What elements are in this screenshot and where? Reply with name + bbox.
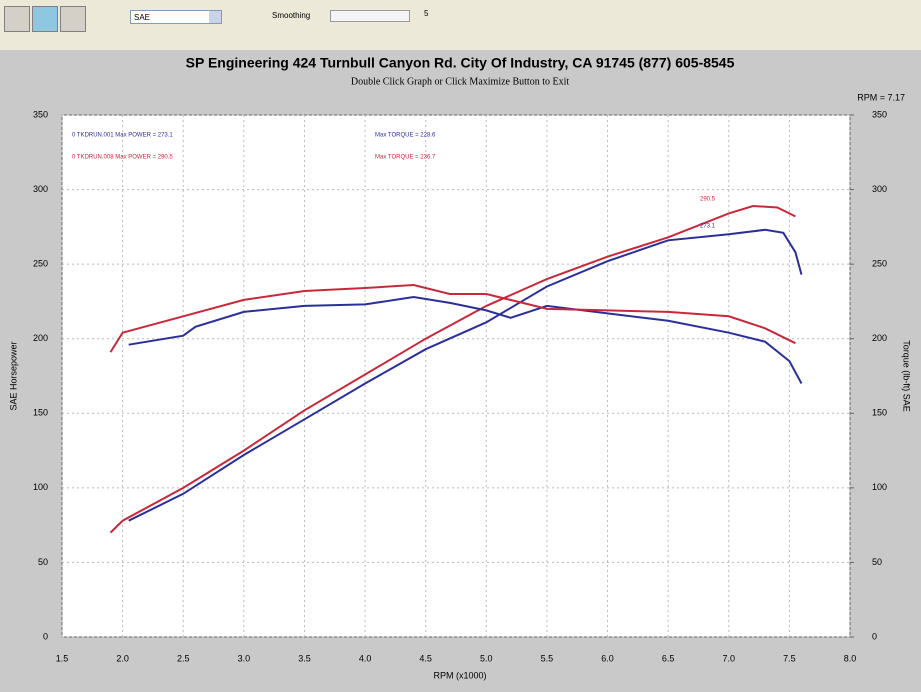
x-tick-label: 6.5 — [662, 653, 675, 663]
plot-area — [61, 114, 851, 638]
x-tick-label: 6.0 — [601, 653, 614, 663]
y-tick-label: 100 — [33, 482, 48, 492]
x-tick-label: 4.0 — [359, 653, 372, 663]
y2-tick-label: 0 — [872, 631, 877, 641]
y2-tick-label: 50 — [872, 557, 882, 567]
x-tick-label: 2.5 — [177, 653, 190, 663]
y-tick-label: 350 — [33, 109, 48, 119]
y-tick-label: 0 — [43, 631, 48, 641]
smoothing-label: Smoothing — [272, 11, 311, 20]
y2-tick-label: 200 — [872, 333, 887, 343]
x-tick-label: 5.0 — [480, 653, 493, 663]
legend-entry: 0 TKDRUN.008 Max POWER = 290.5 — [72, 155, 173, 161]
x-tick-label: 1.5 — [56, 653, 69, 663]
y-tick-label: 150 — [33, 408, 48, 418]
x-tick-label: 5.5 — [541, 653, 554, 663]
smoothing-value: 5 — [424, 9, 429, 18]
x-axis-label: RPM (x1000) — [433, 670, 486, 680]
chart: SP Engineering 424 Turnbull Canyon Rd. C… — [0, 50, 921, 692]
legend-entry: 0 TKDRUN.001 Max POWER = 273.1 — [72, 133, 173, 139]
x-tick-label: 4.5 — [419, 653, 432, 663]
legend-entry: Max TORQUE = 228.6 — [375, 133, 436, 139]
series-line — [109, 204, 796, 534]
y2-tick-label: 350 — [872, 109, 887, 119]
y-tick-label: 250 — [33, 259, 48, 269]
series-line — [109, 283, 796, 353]
x-tick-label: 7.5 — [783, 653, 796, 663]
x-tick-label: 8.0 — [844, 653, 857, 663]
y-tick-label: 200 — [33, 333, 48, 343]
y2-tick-label: 150 — [872, 408, 887, 418]
smoothing-slider[interactable] — [330, 10, 410, 22]
x-tick-label: 3.0 — [238, 653, 251, 663]
units-dropdown[interactable]: SAE — [130, 10, 222, 24]
y-tick-label: 50 — [38, 557, 48, 567]
toolbar: SAE Smoothing 5 — [0, 0, 921, 51]
y2-tick-label: 300 — [872, 184, 887, 194]
chart-title: SP Engineering 424 Turnbull Canyon Rd. C… — [186, 55, 735, 71]
series-line — [128, 228, 803, 522]
legend-entry: Max TORQUE = 236.7 — [375, 155, 436, 161]
x-tick-label: 2.0 — [116, 653, 129, 663]
x-tick-label: 3.5 — [298, 653, 311, 663]
peak-label: 290.5 — [700, 197, 716, 203]
series-line — [128, 295, 803, 384]
x-tick-label: 7.0 — [723, 653, 736, 663]
chart-subtitle: Double Click Graph or Click Maximize But… — [351, 76, 570, 87]
y2-tick-label: 250 — [872, 259, 887, 269]
cursor-readout: RPM = 7.17 — [857, 92, 905, 102]
y2-axis-label: Torque (lb-ft) SAE — [902, 340, 912, 412]
y2-tick-label: 100 — [872, 482, 887, 492]
zoom-button[interactable] — [60, 6, 86, 32]
save-button[interactable] — [32, 6, 58, 32]
peak-label: 273.1 — [700, 224, 716, 230]
y-axis-label: SAE Horsepower — [8, 341, 18, 410]
y-tick-label: 300 — [33, 184, 48, 194]
print-button[interactable] — [4, 6, 30, 32]
